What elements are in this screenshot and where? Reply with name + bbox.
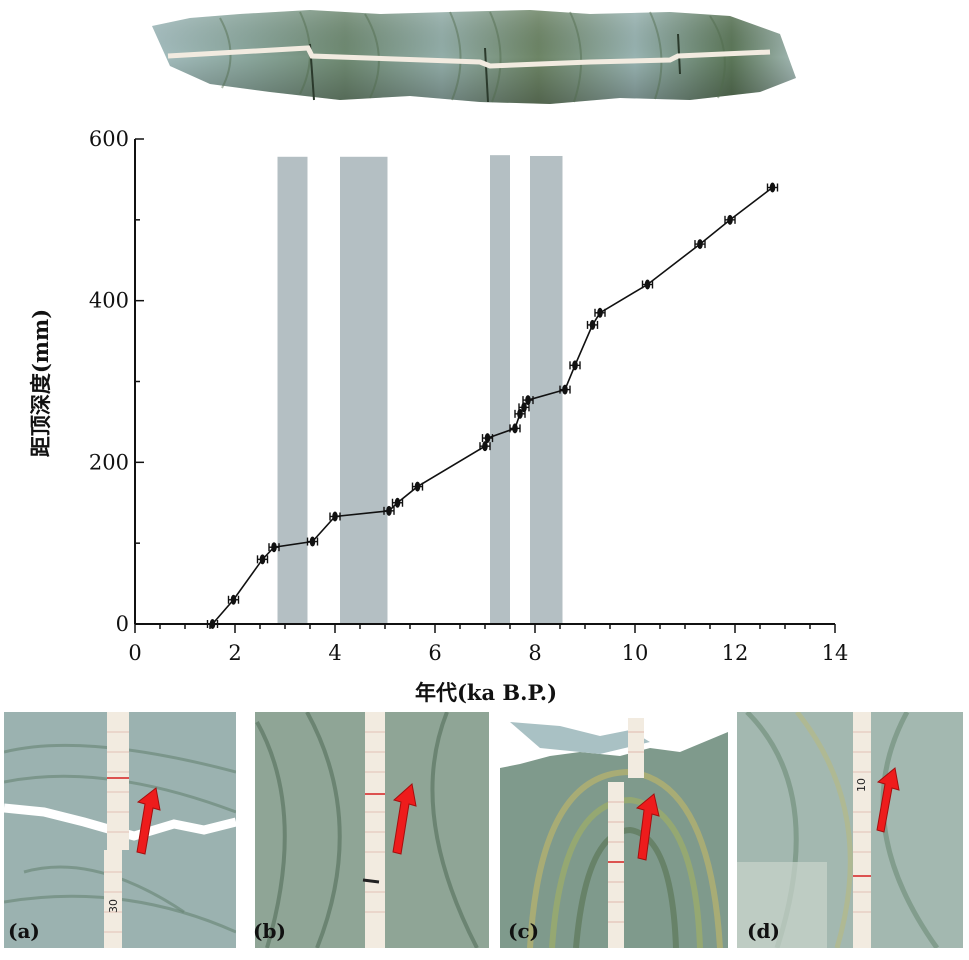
ruler-grid [104,731,129,933]
point-marker [697,239,703,250]
red-arrow [635,793,660,861]
data-point [481,433,494,444]
core-measuring-tape [167,45,771,69]
red-arrow [136,787,161,855]
x-tick-label: 6 [428,641,441,665]
red-arrow [876,767,900,833]
data-point [594,307,606,318]
x-tick-label: 14 [822,641,849,665]
calcite-texture [255,712,479,948]
x-tick-label: 2 [228,641,241,665]
data-point [206,619,219,629]
y-tick-label: 400 [89,289,129,313]
y-tick-label: 0 [116,612,129,636]
hiatus-band-3 [490,155,510,624]
axes: 0 2 4 6 8 10 12 14 0 200 400 600 [89,127,848,665]
data-point [411,481,424,492]
panel-label-d: (d) [747,919,780,943]
photo-panel-b: (b) [247,712,489,948]
data-point [227,594,240,605]
point-marker [644,279,651,290]
point-marker [394,497,401,508]
x-tick-label: 8 [528,641,541,665]
x-tick-label: 10 [622,641,649,665]
data-point [509,423,521,434]
data-point [268,542,280,553]
photo-panel-c: (c) [500,712,728,948]
top-fragment [510,722,650,754]
data-point [306,536,319,547]
data-point [256,554,269,565]
point-marker [309,536,316,547]
data-point [383,505,395,516]
ruler-grid [365,731,385,913]
point-marker [562,384,568,395]
point-marker [597,307,603,318]
scale-ruler-upper [628,718,644,778]
data-point [641,279,654,290]
y-tick-label: 600 [89,127,129,151]
point-marker [727,214,733,225]
ruler-mark-text: 10 [855,778,868,792]
data-point [559,384,571,395]
x-tick-label: 12 [722,641,749,665]
scale-ruler [365,712,385,948]
scale-ruler [608,782,624,948]
age-depth-series [206,182,779,629]
data-point [569,360,581,371]
point-marker [589,319,596,330]
scale-ruler-lower [104,850,122,948]
point-marker [769,182,776,193]
data-point [479,441,491,452]
photo-panel-d: 10 (d) [737,712,963,948]
ruler-grid [608,731,644,923]
data-point [522,395,534,406]
point-marker [414,481,421,492]
core-photo [152,10,796,104]
scale-ruler [853,712,871,948]
data-point [724,214,736,225]
data-point [329,511,341,522]
point-marker [386,505,392,516]
hiatus-bands [277,155,563,624]
age-depth-chart: 0 2 4 6 8 10 12 14 0 200 400 600 年代(ka B.P.) 距顶深度(m… [28,127,848,705]
ruler-mark-text: 30 [107,899,120,913]
x-axis-title: 年代(ka B.P.) [415,680,557,705]
point-marker [332,511,338,522]
point-marker [484,433,491,444]
point-marker [512,423,518,434]
x-tick-label: 0 [128,641,141,665]
point-marker [209,619,216,629]
photo-panel-a: 30 (a) [4,712,236,948]
point-marker [259,554,266,565]
y-axis-title: 距顶深度(mm) [28,309,53,457]
point-marker [521,402,527,413]
x-tick-label: 4 [328,641,341,665]
data-point [694,239,706,250]
data-point [586,319,599,330]
panel-label-b: (b) [253,919,286,943]
hiatus-band-2 [340,156,388,624]
red-arrow [392,783,417,855]
hiatus-band-4 [530,155,563,624]
panel-label-c: (c) [508,919,539,943]
point-marker [230,594,237,605]
point-marker [525,395,531,406]
ruler-grid [853,731,871,913]
y-tick-label: 200 [89,450,129,474]
core-growth-layers [219,11,726,103]
scale-ruler [107,712,129,850]
panel-label-a: (a) [8,919,40,943]
data-point [766,182,779,193]
data-point [391,497,404,508]
point-marker [271,542,277,553]
point-marker [482,441,488,452]
point-marker [572,360,578,371]
hiatus-band-1 [277,156,308,624]
